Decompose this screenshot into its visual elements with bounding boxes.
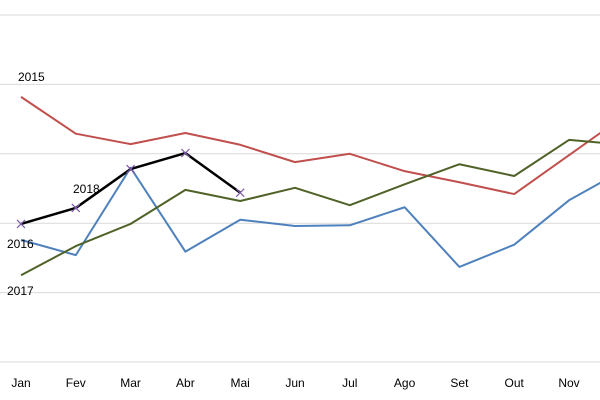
series-line bbox=[20, 151, 241, 226]
series-line bbox=[20, 138, 600, 277]
series-line bbox=[20, 96, 600, 196]
point-marker bbox=[180, 148, 190, 158]
point-marker bbox=[235, 188, 245, 198]
series-label: 2016 bbox=[7, 237, 34, 251]
series-line bbox=[20, 166, 600, 268]
point-marker bbox=[16, 219, 26, 229]
x-tick-label: Ago bbox=[394, 376, 416, 390]
x-tick-label: Mar bbox=[120, 376, 141, 390]
point-marker bbox=[126, 164, 136, 174]
x-tick-label: Abr bbox=[176, 376, 195, 390]
series-label: 2018 bbox=[73, 182, 100, 196]
series-label: 2017 bbox=[7, 284, 34, 298]
x-tick-label: Nov bbox=[558, 376, 579, 390]
x-tick-label: Fev bbox=[66, 376, 86, 390]
x-tick-label: Jan bbox=[11, 376, 30, 390]
x-tick-label: Jul bbox=[342, 376, 357, 390]
point-marker bbox=[71, 203, 81, 213]
x-tick-label: Set bbox=[450, 376, 469, 390]
x-tick-label: Mai bbox=[231, 376, 250, 390]
x-tick-label: Out bbox=[505, 376, 525, 390]
x-tick-label: Jun bbox=[285, 376, 304, 390]
series-label: 2015 bbox=[18, 70, 45, 84]
